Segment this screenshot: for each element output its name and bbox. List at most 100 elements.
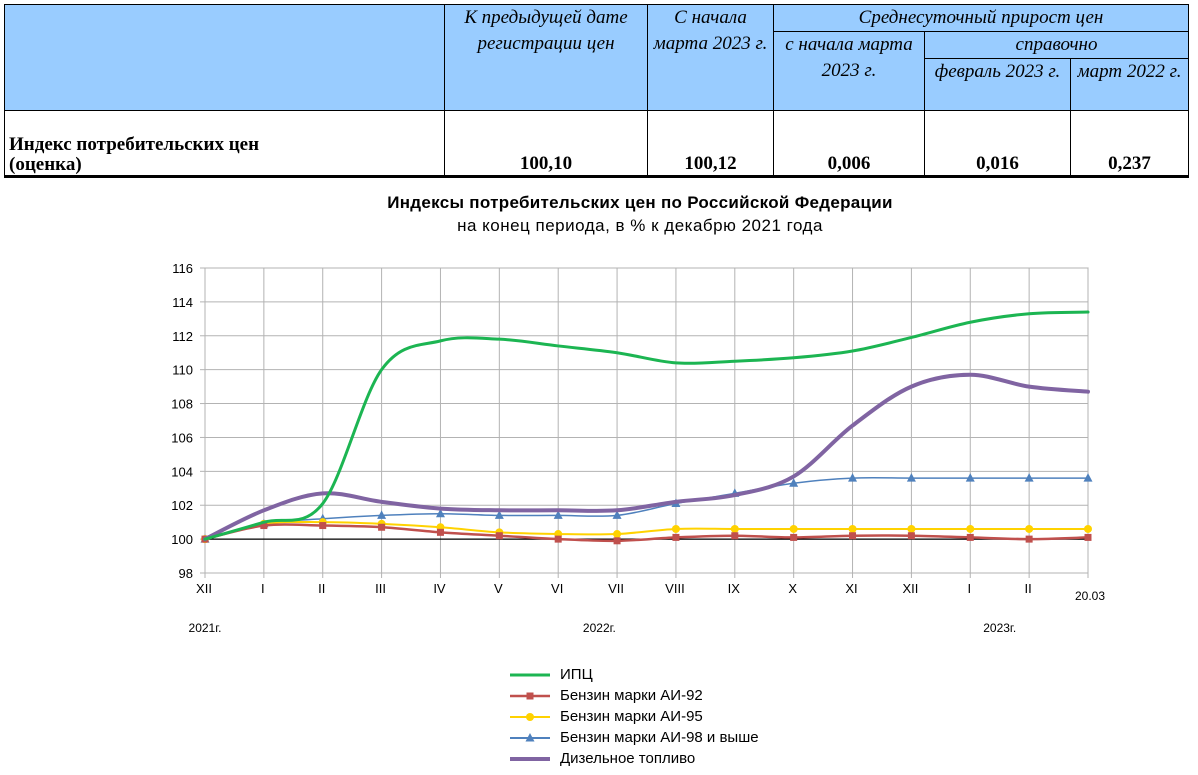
data-point-circle [907, 524, 916, 533]
data-point-triangle [965, 473, 975, 482]
data-point-square [731, 532, 739, 540]
data-point-circle [671, 524, 680, 533]
data-point-circle [966, 524, 975, 533]
summary-table: К предыдущей дате регистрации цен С нача… [4, 4, 1190, 178]
data-point-square [319, 522, 327, 530]
data-point-square [790, 533, 798, 541]
legend-item: Бензин марки АИ-95 [508, 706, 759, 727]
value-mar-2022: 0,237 [1069, 110, 1190, 178]
series-line [204, 476, 1089, 540]
x-tick-label: VI [551, 581, 563, 596]
data-point-square [849, 532, 857, 540]
data-point-triangle [494, 510, 504, 519]
data-point-square [613, 537, 621, 545]
data-point-triangle [377, 510, 387, 519]
legend-item: ИПЦ [508, 664, 759, 685]
x-tick-label: XII [902, 581, 918, 596]
x-tick-label: XII [196, 581, 212, 596]
x-tick-label: I [261, 581, 265, 596]
value-prev-date: 100,10 [444, 110, 648, 178]
series-line [203, 523, 1090, 543]
data-point-triangle [906, 473, 916, 482]
data-point-square [1025, 535, 1033, 543]
legend-marker [526, 692, 534, 699]
legend-swatch [510, 673, 550, 676]
year-label: 2023г. [983, 621, 1016, 635]
y-tick-label: 114 [172, 295, 193, 310]
y-tick-label: 104 [171, 464, 193, 479]
header-feb-2023: февраль 2023 г. [924, 58, 1071, 111]
chart-subtitle: на конец периода, в % к декабрю 2021 год… [457, 216, 823, 235]
legend-swatch [510, 732, 550, 741]
data-point-circle [1084, 524, 1092, 533]
data-point-triangle [848, 473, 858, 482]
y-tick-label: 116 [172, 261, 193, 276]
series-line [203, 372, 1090, 542]
row-label: Индекс потребительских цен (оценка) [4, 110, 445, 178]
data-point-circle [730, 524, 739, 533]
header-daily-growth: Среднесуточный прирост цен [772, 4, 1190, 32]
data-point-square [260, 522, 268, 530]
legend-label: ИПЦ [560, 666, 593, 683]
x-tick-label: X [788, 581, 797, 596]
row-label-line2: (оценка) [9, 154, 82, 175]
legend-item: Дизельное топливо [508, 748, 759, 769]
y-tick-label: 102 [171, 498, 193, 513]
x-tick-label: VII [608, 581, 624, 596]
data-point-triangle [1024, 473, 1034, 482]
legend-swatch [510, 712, 550, 721]
series-line [203, 310, 1090, 541]
data-point-square [554, 535, 562, 543]
data-point-circle [1025, 524, 1034, 533]
y-tick-label: 110 [172, 363, 193, 378]
data-point-triangle [553, 510, 563, 519]
header-since-march-2023: с начала марта 2023 г. [773, 31, 925, 111]
chart-title: Индексы потребительских цен по Российско… [387, 193, 893, 212]
data-point-triangle [435, 508, 445, 518]
header-reference: справочно [923, 31, 1190, 59]
data-point-circle [613, 530, 622, 539]
y-tick-label: 106 [171, 430, 193, 445]
data-point-square [1084, 533, 1092, 541]
data-point-triangle [789, 478, 799, 487]
data-point-circle [848, 524, 857, 533]
legend-swatch [510, 756, 550, 761]
x-tick-label: IV [433, 581, 446, 596]
data-point-square [378, 523, 386, 531]
legend-label: Дизельное топливо [560, 750, 696, 767]
value-feb-2023: 0,016 [924, 110, 1071, 178]
x-tick-label: V [494, 581, 503, 596]
header-since-march: С начала марта 2023 г. [647, 4, 774, 111]
row-label-line1: Индекс потребительских цен [9, 134, 260, 155]
series-line [204, 520, 1089, 541]
value-since-march: 100,12 [647, 110, 774, 178]
y-tick-label: 98 [179, 566, 193, 581]
legend-marker [526, 712, 534, 721]
value-daily-since-march: 0,006 [773, 110, 925, 178]
legend-label: Бензин марки АИ-98 и выше [560, 729, 759, 746]
x-tick-label: VIII [665, 581, 685, 596]
y-tick-label: 100 [171, 532, 193, 547]
plot-area [204, 267, 1089, 574]
legend-item: Бензин марки АИ-92 [508, 685, 759, 706]
header-blank-cell [4, 4, 445, 111]
data-point-square [495, 532, 503, 540]
legend-label: Бензин марки АИ-95 [560, 708, 703, 725]
y-tick-label: 108 [171, 397, 193, 412]
year-label: 2022г. [583, 621, 616, 635]
legend-item: Бензин марки АИ-98 и выше [508, 727, 759, 748]
x-tick-label: II [1025, 581, 1032, 596]
x-tick-label: 20.03 [1075, 589, 1105, 603]
x-tick-label: I [967, 581, 971, 596]
data-point-square [907, 532, 915, 540]
data-point-square [436, 528, 444, 536]
legend-swatch [510, 692, 550, 699]
x-tick-label: XI [845, 581, 857, 596]
data-point-square [672, 533, 680, 541]
data-point-circle [789, 524, 798, 533]
data-point-square [966, 533, 974, 541]
data-point-triangle [1083, 473, 1093, 482]
x-tick-label: IX [728, 581, 741, 596]
legend-label: Бензин марки АИ-92 [560, 687, 703, 704]
